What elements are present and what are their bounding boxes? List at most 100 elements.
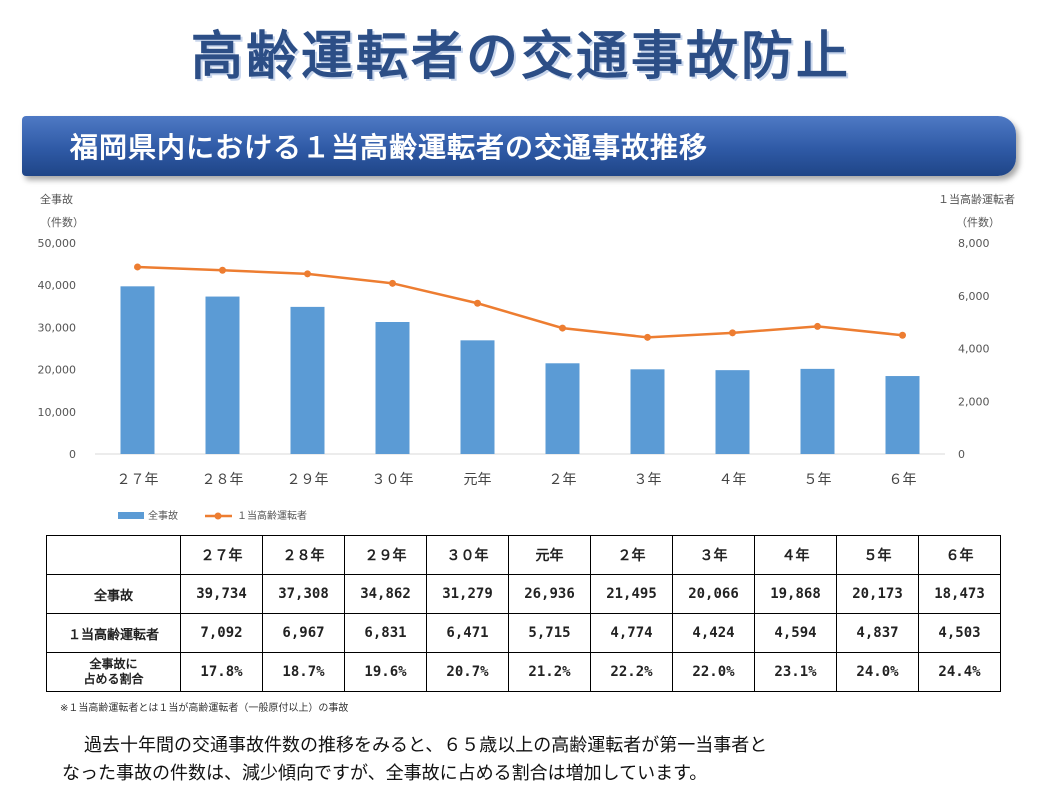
table-header-cell: ３０年 <box>426 535 509 575</box>
bar <box>630 369 665 454</box>
table-cell: 17.8% <box>180 652 263 692</box>
left-tick-label: 0 <box>69 448 76 461</box>
x-tick-label: ４年 <box>719 472 747 488</box>
bar <box>545 363 580 454</box>
right-tick-label: 2,000 <box>958 395 990 408</box>
table-cell: 22.0% <box>672 652 755 692</box>
table-cell: 19,868 <box>754 574 837 614</box>
table-header-cell: ２７年 <box>180 535 263 575</box>
line-point <box>389 279 396 287</box>
bar <box>800 368 835 454</box>
right-axis-title: １当高齢運転者 <box>938 192 1015 206</box>
left-tick-label: 50,000 <box>38 237 77 250</box>
x-tick-label: 元年 <box>464 472 492 488</box>
line-point <box>559 324 566 332</box>
bar <box>205 296 240 454</box>
line-point <box>219 266 226 274</box>
left-axis-title: 全事故 <box>40 192 73 206</box>
x-tick-label: ２年 <box>549 472 577 488</box>
right-tick-label: 6,000 <box>958 290 990 303</box>
table-row-label: 全事故に 占める割合 <box>46 652 181 692</box>
table-cell: 26,936 <box>508 574 591 614</box>
table-cell: 6,471 <box>426 613 509 653</box>
table-cell: 22.2% <box>590 652 673 692</box>
table-cell: 37,308 <box>262 574 345 614</box>
series-line <box>137 265 903 339</box>
section-title: 福岡県内における１当高齢運転者の交通事故推移 <box>70 131 709 164</box>
line-point <box>474 299 481 307</box>
table-header-cell: ２９年 <box>344 535 427 575</box>
table-header-cell: ６年 <box>918 535 1001 575</box>
line-point <box>644 333 651 341</box>
legend-line-marker <box>214 512 222 520</box>
left-tick-label: 30,000 <box>38 321 77 334</box>
table-cell: 24.0% <box>836 652 919 692</box>
x-tick-label: ２９年 <box>287 472 329 488</box>
table-cell: 6,967 <box>262 613 345 653</box>
table-header-row: ２７年 ２８年 ２９年 ３０年 元年 ２年 ３年 ４年 ５年 ６年 <box>46 535 1001 575</box>
x-tick-label: ２８年 <box>202 472 244 488</box>
table-cell: 18.7% <box>262 652 345 692</box>
table-cell: 5,715 <box>508 613 591 653</box>
bar <box>885 376 920 454</box>
right-tick-label: 0 <box>958 448 965 461</box>
legend-label: １当高齢運転者 <box>237 509 307 522</box>
x-tick-label: ５年 <box>804 472 832 488</box>
legend-bar-swatch <box>118 512 144 519</box>
bar <box>460 340 495 454</box>
table-cell: 24.4% <box>918 652 1001 692</box>
table-row-label: 全事故 <box>46 574 181 614</box>
right-tick-label: 4,000 <box>958 343 990 356</box>
legend-label: 全事故 <box>148 509 178 522</box>
table-header-cell: 元年 <box>508 535 591 575</box>
x-tick-label: ６年 <box>889 472 917 488</box>
line-point <box>729 329 736 337</box>
table-cell: 21,495 <box>590 574 673 614</box>
table-cell: 20,066 <box>672 574 755 614</box>
summary-line: 過去十年間の交通事故件数の推移をみると、６５歳以上の高齢運転者が第一当事者と <box>84 735 768 756</box>
bar <box>715 370 750 454</box>
bar <box>375 322 410 454</box>
left-tick-label: 40,000 <box>38 279 77 292</box>
footnote: ※１当高齢運転者とは１当が高齢運転者（一般原付以上）の事故 <box>60 703 349 714</box>
page-title: 高齢運転者の交通事故防止 <box>190 27 851 87</box>
table-cell: 4,424 <box>672 613 755 653</box>
table-cell: 20,173 <box>836 574 919 614</box>
table-cell: 4,837 <box>836 613 919 653</box>
table-cell: 34,862 <box>344 574 427 614</box>
right-axis-unit: （件数） <box>956 216 1000 229</box>
row-label-line: 占める割合 <box>83 672 144 686</box>
table-cell: 6,831 <box>344 613 427 653</box>
table-row: 全事故に 占める割合 17.8% 18.7% 19.6% 20.7% 21.2% … <box>46 652 1001 692</box>
left-tick-label: 20,000 <box>38 364 77 377</box>
table-header-cell: ３年 <box>672 535 755 575</box>
table-row: １当高齢運転者 7,092 6,967 6,831 6,471 5,715 4,… <box>46 613 1001 653</box>
summary-line: なった事故の件数は、減少傾向ですが、全事故に占める割合は増加しています。 <box>62 763 708 784</box>
table-cell: 20.7% <box>426 652 509 692</box>
x-tick-label: ２７年 <box>117 472 159 488</box>
right-tick-label: 8,000 <box>958 237 990 250</box>
table-header-cell: ２８年 <box>262 535 345 575</box>
x-tick-label: ３０年 <box>372 472 414 488</box>
line-point <box>304 270 311 278</box>
table-cell: 18,473 <box>918 574 1001 614</box>
table-cell: 19.6% <box>344 652 427 692</box>
line-point <box>134 263 141 271</box>
table-cell: 23.1% <box>754 652 837 692</box>
table-cell: 39,734 <box>180 574 263 614</box>
left-tick-label: 10,000 <box>38 406 77 419</box>
table-cell: 21.2% <box>508 652 591 692</box>
bar <box>290 306 325 454</box>
table-header-cell: ４年 <box>754 535 837 575</box>
table-corner-cell <box>46 535 181 575</box>
table-cell: 4,594 <box>754 613 837 653</box>
table-cell: 4,503 <box>918 613 1001 653</box>
section-banner: 福岡県内における１当高齢運転者の交通事故推移 <box>22 116 1016 176</box>
table-header-cell: ２年 <box>590 535 673 575</box>
table-cell: 7,092 <box>180 613 263 653</box>
line-point <box>814 322 821 330</box>
data-table: ２７年 ２８年 ２９年 ３０年 元年 ２年 ３年 ４年 ５年 ６年 全事故 39… <box>46 535 1001 692</box>
table-row-label: １当高齢運転者 <box>46 613 181 653</box>
table-header-cell: ５年 <box>836 535 919 575</box>
table-row: 全事故 39,734 37,308 34,862 31,279 26,936 2… <box>46 574 1001 614</box>
